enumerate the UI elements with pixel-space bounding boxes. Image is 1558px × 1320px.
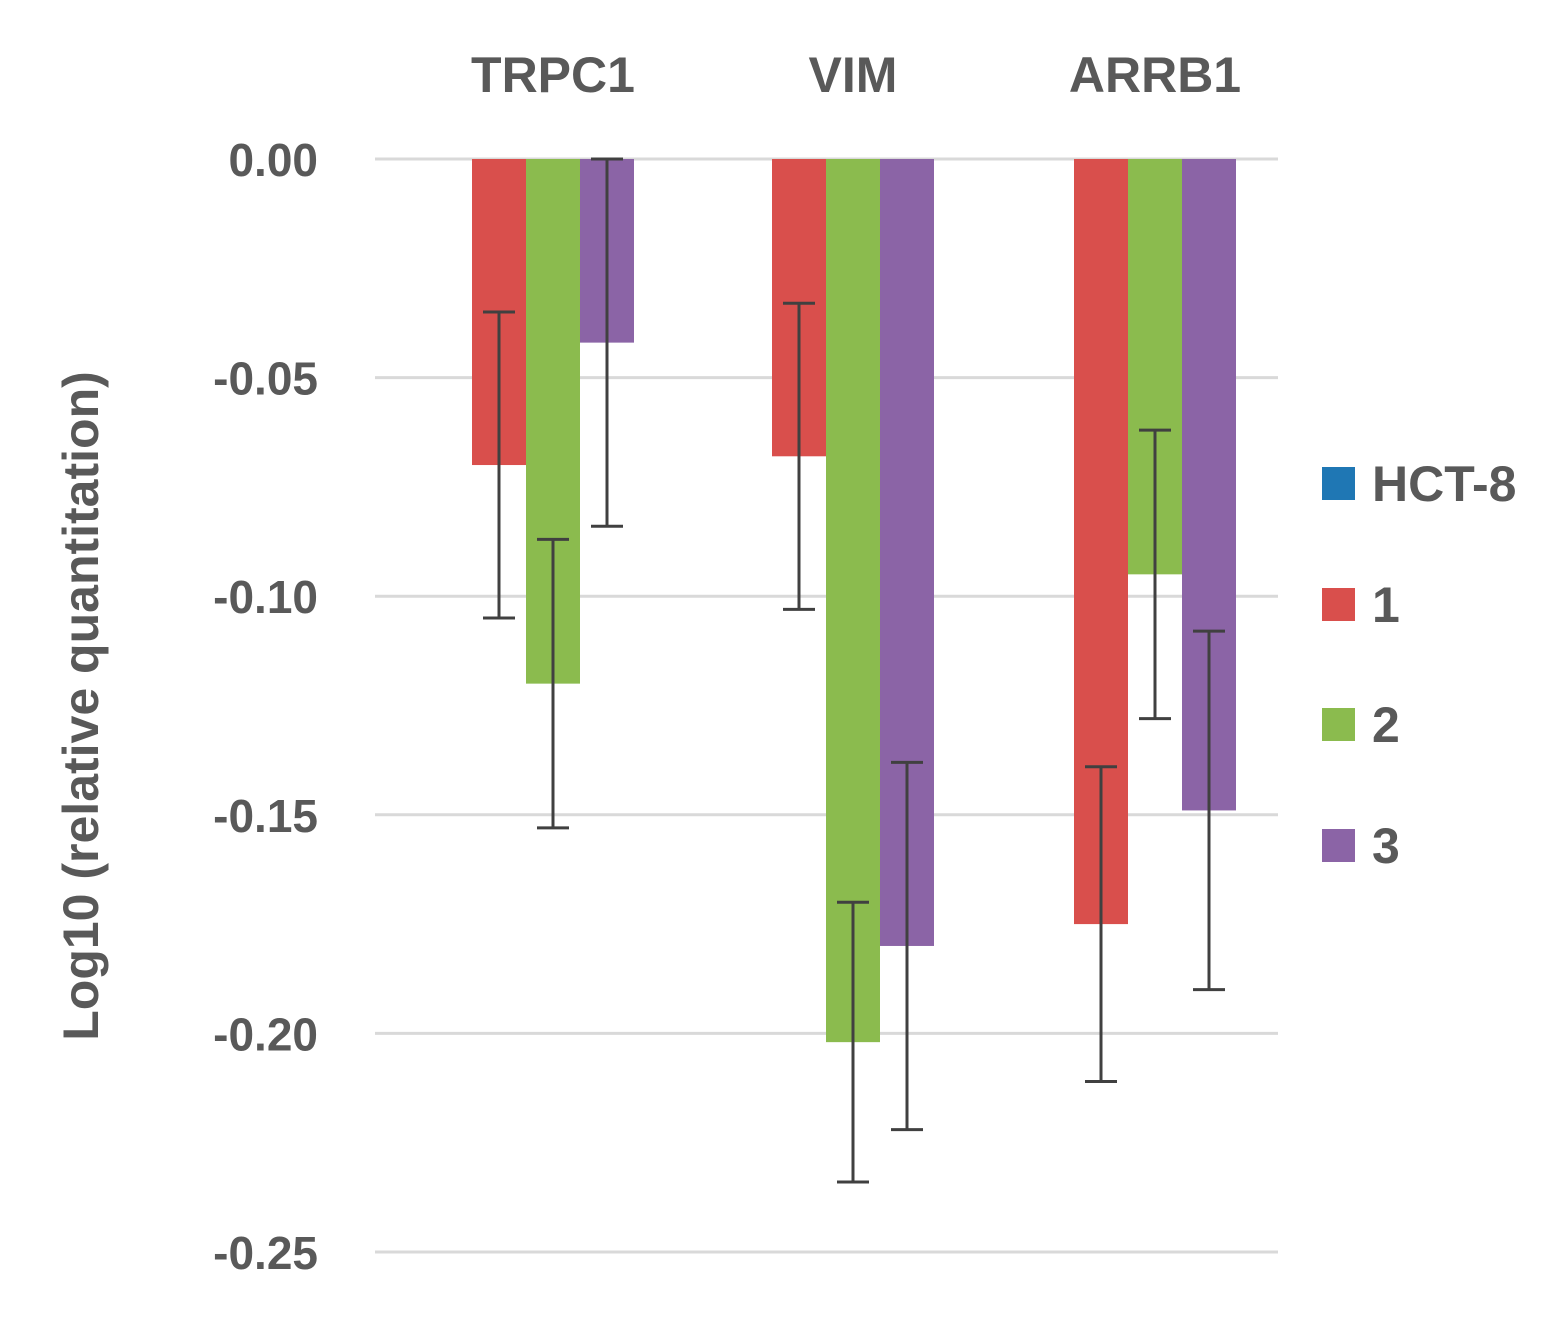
error-bar bbox=[837, 900, 869, 1184]
legend-item: 3 bbox=[1322, 818, 1400, 874]
error-bar bbox=[537, 537, 569, 830]
y-tick-label: 0.00 bbox=[228, 134, 318, 186]
legend-swatch bbox=[1322, 467, 1355, 500]
error-bar bbox=[783, 301, 815, 611]
error-bar bbox=[891, 760, 923, 1132]
category-labels: TRPC1 VIM ARRB1 bbox=[471, 47, 1241, 103]
y-tick-label: -0.10 bbox=[213, 571, 318, 623]
legend-swatch bbox=[1322, 829, 1355, 862]
error-bar bbox=[1193, 629, 1225, 992]
legend-item: 1 bbox=[1322, 577, 1400, 633]
category-label: VIM bbox=[809, 47, 898, 103]
legend: HCT-8 1 2 3 bbox=[1322, 456, 1516, 874]
y-axis-ticks: 0.00 -0.05 -0.10 -0.15 -0.20 -0.25 bbox=[213, 134, 318, 1279]
legend-label: 3 bbox=[1372, 818, 1400, 874]
legend-label: HCT-8 bbox=[1372, 456, 1516, 512]
category-label: TRPC1 bbox=[471, 47, 635, 103]
error-bar bbox=[1139, 428, 1171, 721]
legend-swatch bbox=[1322, 588, 1355, 621]
legend-item: HCT-8 bbox=[1322, 456, 1516, 512]
error-bar bbox=[591, 157, 623, 528]
legend-label: 2 bbox=[1372, 697, 1400, 753]
error-bars bbox=[483, 157, 1225, 1184]
y-tick-label: -0.15 bbox=[213, 790, 318, 842]
y-tick-label: -0.05 bbox=[213, 353, 318, 405]
legend-swatch bbox=[1322, 708, 1355, 741]
error-bar bbox=[1085, 765, 1117, 1083]
y-tick-label: -0.25 bbox=[213, 1227, 318, 1279]
legend-item: 2 bbox=[1322, 697, 1400, 753]
error-bar bbox=[483, 310, 515, 620]
y-tick-label: -0.20 bbox=[213, 1008, 318, 1060]
category-label: ARRB1 bbox=[1069, 47, 1241, 103]
legend-label: 1 bbox=[1372, 577, 1400, 633]
bar-2-vim bbox=[826, 159, 880, 1043]
y-axis-label: Log10 (relative quantitation) bbox=[53, 371, 109, 1041]
